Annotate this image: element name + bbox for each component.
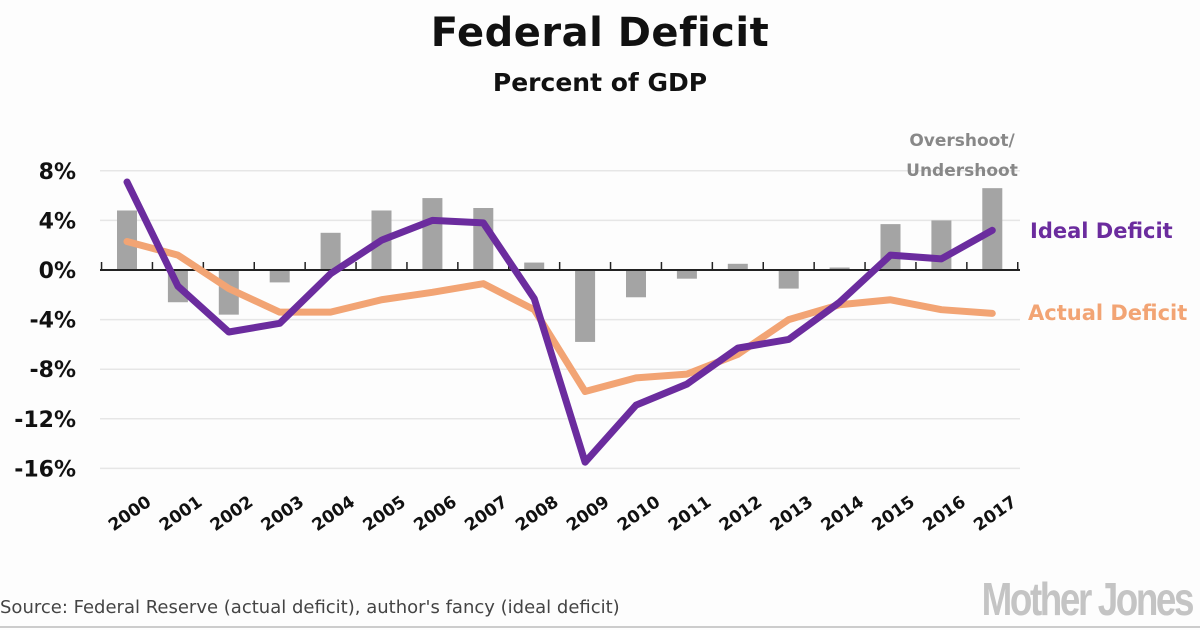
bar-2012 [727, 263, 748, 270]
x-tick-label: 2014 [818, 492, 868, 536]
mother-jones-logo: Mother Jones [981, 573, 1195, 625]
y-tick-label: 8% [39, 160, 76, 185]
source-note: Source: Federal Reserve (actual deficit)… [0, 597, 620, 618]
bar-2009 [575, 270, 596, 342]
x-tick-label: 2000 [105, 492, 155, 536]
bar-2010 [626, 270, 646, 298]
x-tick-label: 2017 [970, 492, 1020, 536]
x-tick-label: 2016 [919, 492, 969, 536]
x-tick-label: 2004 [309, 492, 359, 536]
y-tick-label: -8% [30, 358, 76, 383]
bar-2008 [524, 262, 545, 270]
bar-2004 [320, 232, 341, 270]
legend-overshoot: Overshoot/ [909, 131, 1015, 151]
x-tick-label: 2011 [665, 492, 715, 536]
x-tick-label: 2002 [207, 492, 257, 536]
x-tick-label: 2009 [563, 492, 613, 536]
chart-subtitle: Percent of GDP [492, 68, 708, 97]
bar-2014 [829, 267, 850, 270]
bottom-divider [0, 626, 1200, 628]
x-tick-label: 2013 [767, 492, 817, 536]
x-tick-label: 2006 [410, 492, 460, 536]
y-tick-label: 4% [39, 209, 76, 234]
y-tick-label: 0% [39, 259, 76, 284]
x-tick-label: 2003 [258, 492, 308, 536]
legend-ideal-deficit: Ideal Deficit [1030, 219, 1173, 243]
legend-undershoot: Undershoot [906, 161, 1018, 181]
bar-2011 [676, 270, 697, 279]
bar-2013 [778, 270, 799, 289]
bar-2006 [422, 198, 443, 270]
x-tick-label: 2012 [716, 492, 766, 536]
legend-actual-deficit: Actual Deficit [1028, 301, 1187, 325]
x-tick-label: 2005 [360, 492, 410, 536]
x-tick-label: 2001 [156, 492, 206, 536]
actual-deficit-line [123, 237, 996, 396]
y-tick-label: -12% [14, 408, 76, 433]
x-tick-label: 2015 [869, 492, 919, 536]
x-tick-label: 2007 [461, 492, 511, 536]
x-tick-label: 2008 [512, 492, 562, 536]
y-tick-label: -4% [30, 309, 76, 334]
bar-2003 [269, 270, 290, 283]
x-tick-label: 2010 [614, 492, 664, 536]
chart-title: Federal Deficit [430, 10, 770, 56]
y-tick-label: -16% [14, 457, 76, 482]
bar-2016 [931, 220, 952, 270]
ideal-deficit-line [123, 178, 996, 466]
